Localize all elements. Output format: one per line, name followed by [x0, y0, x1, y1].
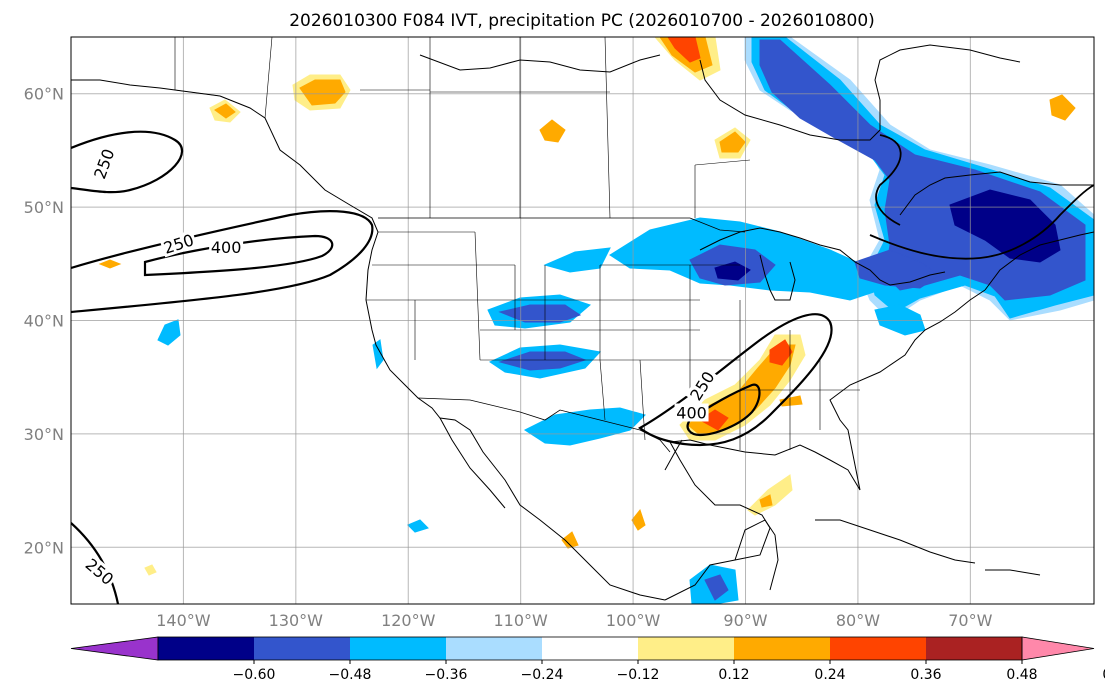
colorbar: −0.60 −0.48 −0.36 −0.24 −0.12 0.12 0.24 0.36 0.4… [70, 636, 1105, 683]
contour-label-background [209, 237, 244, 256]
colorbar-segment [446, 637, 542, 660]
longitude-tick-label: 90°W [723, 611, 767, 630]
colorbar-tick-label: 0.48 [1006, 667, 1037, 683]
baja-spot-region [407, 519, 429, 533]
colorado-mid-region [498, 304, 582, 323]
pacific-spot-1-region [157, 319, 181, 346]
northeast-coast [984, 231, 1094, 291]
precipitation-pc-shading [98, 37, 1094, 604]
pacific-spot-2-region [98, 259, 122, 269]
louisiana-dark-region [699, 409, 729, 431]
ivt-contour-label: 400 [676, 403, 707, 422]
colorbar-tick-label: 0.12 [718, 667, 749, 683]
pacific-spot-3-region [144, 564, 157, 576]
ivt-contour-label: 400 [211, 238, 242, 257]
ivt-contours [71, 130, 1094, 604]
canada-coast [899, 171, 1094, 216]
hispaniola [985, 569, 1041, 576]
great-lakes-dark-region [714, 261, 751, 281]
longitude-tick-label: 70°W [948, 611, 992, 630]
latitude-tick-label: 60°N [24, 85, 64, 104]
colorbar-segment [830, 637, 926, 660]
state-lines [366, 231, 860, 450]
mexico-gulf-mid-region [704, 574, 729, 601]
contour-label-background [80, 553, 119, 590]
colorbar-tick-label: −0.12 [617, 667, 660, 683]
colorbar-frame [157, 636, 1023, 661]
colorbar-tick-label: 0.36 [910, 667, 941, 683]
colorbar-under-arrow [70, 636, 159, 661]
longitude-tick-label: 80°W [836, 611, 880, 630]
us-canada-border [378, 217, 746, 233]
contour-label-background [89, 144, 119, 183]
arctic-islands [419, 54, 661, 73]
canada-provinces [174, 37, 751, 219]
mexico-spot-2-region [561, 531, 579, 549]
longitude-tick-label: 110°W [493, 611, 548, 630]
mississippi-dark-region [769, 339, 793, 366]
colorbar-segment [542, 637, 638, 660]
ivt-250-contour-gulf [638, 313, 833, 447]
latitude-tick-label: 50°N [24, 198, 64, 217]
colorbar-segment [350, 637, 446, 660]
colorbar-tick-label: −0.36 [425, 667, 468, 683]
longitude-tick-label: 140°W [156, 611, 211, 630]
ivt-400-contour-gulf [686, 383, 761, 437]
contour-label-background [685, 366, 719, 405]
alaska-spot-mid-region [214, 103, 236, 119]
latitude-tick-label: 30°N [24, 425, 64, 444]
longitude-tick-label: 120°W [381, 611, 436, 630]
ivt-250-contour-east [869, 184, 1094, 260]
texas-light-region [523, 407, 646, 446]
northwest-territories-mid-region [299, 79, 346, 106]
colorbar-tick-label: −0.24 [521, 667, 564, 683]
manitoba-spot-mid-region [719, 131, 746, 153]
mexico-spot-region [631, 508, 646, 531]
gulf-spot-core-region [759, 494, 773, 508]
colorbar-tick-label: −0.48 [329, 667, 372, 683]
longitude-tick-label: 100°W [606, 611, 661, 630]
latitude-tick-label: 20°N [24, 538, 64, 557]
map-frame [70, 36, 1095, 605]
colorbar-segment [734, 637, 830, 660]
colorbar-tick-label: 0.60 [1102, 667, 1105, 683]
latitude-tick-label: 40°N [24, 312, 64, 331]
colorbar-segment [254, 637, 350, 660]
northern-plains-region [543, 247, 611, 273]
north-america-coastline [219, 95, 666, 601]
axis-ticks: 140°W 130°W 120°W 110°W 100°W 90°W 80°W 70°W 20°… [24, 85, 993, 630]
hudson-dark-region [667, 37, 701, 63]
colorbar-tick-label: 0.24 [814, 667, 845, 683]
colorbar-segment [926, 637, 1022, 660]
contour-label-background [159, 229, 198, 258]
baja-california-coast [439, 417, 506, 509]
colorbar-over-arrow [1021, 636, 1095, 661]
coastlines-and-borders [71, 37, 1094, 601]
contour-label-background [674, 403, 709, 422]
saskatchewan-spot-region [539, 119, 566, 143]
ivt-250-contour-canada [875, 134, 902, 226]
colorbar-segment [638, 637, 734, 660]
lake-michigan [759, 254, 796, 301]
colorbar-segment [158, 637, 254, 660]
cuba [815, 519, 976, 564]
ivt-250-contour-pacific-top [71, 130, 184, 194]
lat-lon-gridlines [71, 37, 1094, 604]
east-spot-region [1049, 94, 1076, 121]
yucatan [734, 519, 779, 591]
plot-title: 2026010300 F084 IVT, precipitation PC (2… [289, 11, 875, 31]
longitude-tick-label: 130°W [269, 611, 324, 630]
hudson-bay-coast [699, 44, 1021, 141]
ivt-250-contour-southwest [71, 522, 120, 604]
great-lakes [699, 227, 946, 286]
colorbar-tick-label: −0.60 [233, 667, 276, 683]
california-spot-region [372, 339, 384, 370]
